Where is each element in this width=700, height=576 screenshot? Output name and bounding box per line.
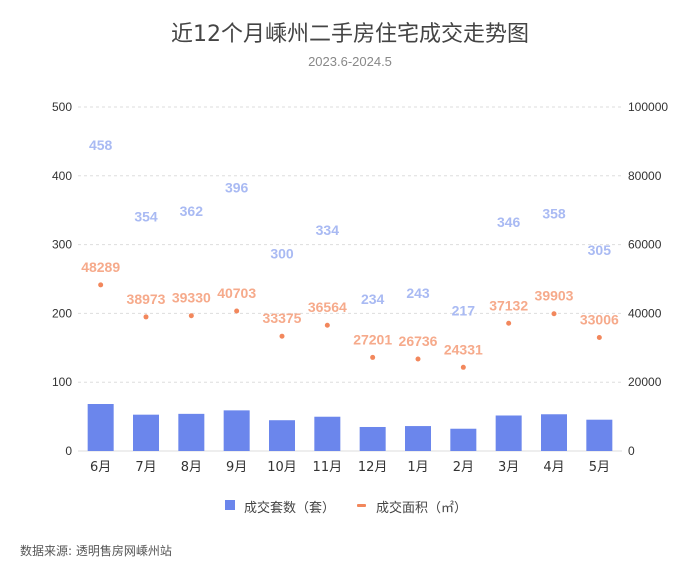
bar-value-label: 334 xyxy=(316,222,340,238)
y-left-tick-label: 500 xyxy=(52,100,72,114)
chart-subtitle: 2023.6-2024.5 xyxy=(308,54,392,69)
bar xyxy=(133,414,159,451)
x-tick-label: 4月 xyxy=(543,460,564,475)
bar xyxy=(450,428,477,451)
bar xyxy=(269,420,295,451)
area-value-label: 40703 xyxy=(217,285,256,301)
area-value-label: 26736 xyxy=(399,333,438,349)
bar-value-label: 243 xyxy=(406,285,430,301)
area-point xyxy=(460,364,466,370)
y-right-tick-label: 20000 xyxy=(628,375,662,389)
legend-bar-swatch xyxy=(225,500,235,510)
bar xyxy=(586,419,613,451)
area-value-label: 33375 xyxy=(263,310,302,326)
bar xyxy=(405,426,431,451)
x-tick-label: 12月 xyxy=(358,460,388,475)
y-right-tick-label: 100000 xyxy=(628,100,668,114)
x-tick-label: 1月 xyxy=(407,460,428,475)
area-point xyxy=(188,313,194,319)
bar-value-label: 305 xyxy=(588,242,612,258)
area-point xyxy=(415,356,421,362)
y-right-tick-label: 60000 xyxy=(628,238,662,252)
y-right-tick-label: 0 xyxy=(628,444,635,458)
area-value-label: 33006 xyxy=(580,311,619,327)
bar xyxy=(178,413,205,451)
x-tick-label: 10月 xyxy=(267,460,297,475)
area-point xyxy=(98,282,104,288)
y-left-tick-label: 100 xyxy=(52,375,72,389)
legend-label-area-series: 成交面积（㎡） xyxy=(376,501,468,516)
bar xyxy=(223,410,250,451)
bar-value-label: 346 xyxy=(497,214,521,230)
area-value-label: 36564 xyxy=(308,299,347,315)
area-value-label: 37132 xyxy=(489,297,528,313)
area-value-label: 48289 xyxy=(81,259,120,275)
area-point xyxy=(143,314,149,320)
data-source-note: 数据来源: 透明售房网嵊州站 xyxy=(20,544,172,558)
area-point xyxy=(234,308,240,314)
chart-title: 近12个月嵊州二手房住宅成交走势图 xyxy=(171,22,529,47)
x-tick-label: 9月 xyxy=(226,460,247,475)
bar xyxy=(541,414,567,451)
x-tick-label: 11月 xyxy=(313,460,343,475)
area-value-label: 39330 xyxy=(172,290,211,306)
bar xyxy=(314,416,341,451)
bar-value-label: 362 xyxy=(180,203,204,219)
bar-value-label: 300 xyxy=(270,246,294,262)
bar-value-label: 234 xyxy=(361,291,385,307)
area-value-label: 24331 xyxy=(444,341,483,357)
x-tick-label: 6月 xyxy=(90,460,111,475)
x-tick-label: 3月 xyxy=(498,460,519,475)
bar xyxy=(87,404,114,451)
x-tick-label: 7月 xyxy=(135,460,156,475)
area-value-label: 39903 xyxy=(535,288,574,304)
area-point xyxy=(596,334,602,340)
legend-label-bar-series: 成交套数（套） xyxy=(244,501,336,516)
area-point xyxy=(279,333,285,339)
y-right-tick-label: 40000 xyxy=(628,306,662,320)
area-point xyxy=(506,320,512,326)
x-tick-label: 8月 xyxy=(181,460,202,475)
area-value-label: 27201 xyxy=(353,331,392,347)
legend-dot-swatch xyxy=(357,504,366,507)
bar-value-label: 354 xyxy=(134,208,158,224)
bar-value-label: 458 xyxy=(89,137,113,153)
area-point xyxy=(551,311,557,317)
area-point xyxy=(370,354,376,360)
x-tick-label: 5月 xyxy=(589,460,610,475)
y-left-tick-label: 0 xyxy=(65,444,72,458)
y-left-tick-label: 200 xyxy=(52,306,72,320)
x-tick-label: 2月 xyxy=(453,460,474,475)
y-right-tick-label: 80000 xyxy=(628,169,662,183)
bar-value-label: 358 xyxy=(542,206,566,222)
bar xyxy=(495,415,522,451)
bar xyxy=(359,426,386,451)
y-left-tick-label: 300 xyxy=(52,238,72,252)
legend: 成交套数（套） 成交面积（㎡） xyxy=(0,497,700,517)
bar-value-label: 396 xyxy=(225,180,249,196)
area-value-label: 38973 xyxy=(127,291,166,307)
area-point xyxy=(324,322,330,328)
bar-value-label: 217 xyxy=(452,303,476,319)
y-left-tick-label: 400 xyxy=(52,169,72,183)
